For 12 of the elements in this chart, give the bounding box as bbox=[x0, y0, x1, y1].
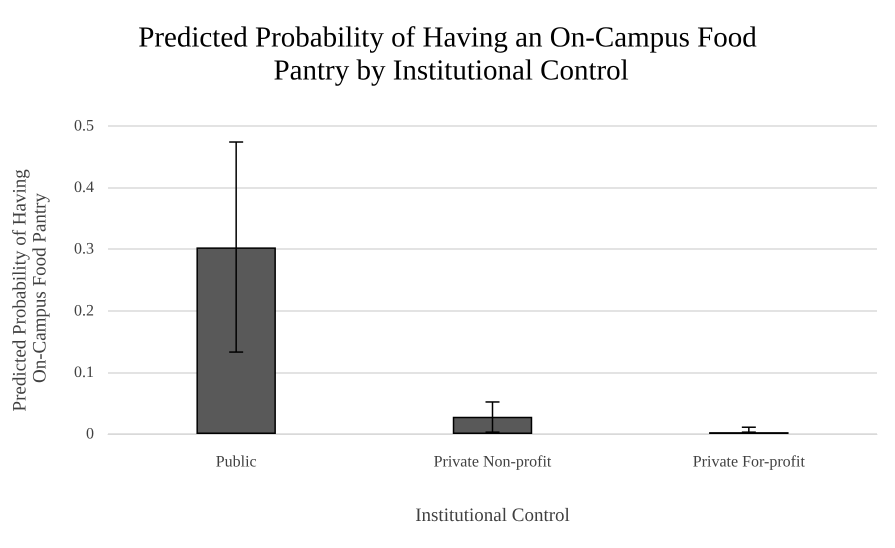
y-tick-label: 0.4 bbox=[74, 179, 94, 196]
x-axis-title: Institutional Control bbox=[415, 505, 570, 526]
y-axis-title: Predicted Probability of Having On-Campus Food Pantry bbox=[10, 164, 50, 412]
y-tick-label: 0 bbox=[86, 426, 94, 442]
y-tick-label: 0.3 bbox=[74, 240, 94, 258]
chart-title: Predicted Probability of Having an On-Campus Food Pantry by Institutional Control bbox=[138, 22, 758, 86]
x-tick-label: Private Non-profit bbox=[434, 454, 552, 470]
x-tick-label: Public bbox=[216, 454, 257, 470]
x-tick-label: Private For-profit bbox=[692, 454, 806, 470]
y-tick-label: 0.2 bbox=[74, 302, 94, 320]
y-tick-label: 0.5 bbox=[74, 118, 94, 134]
y-tick-label: 0.1 bbox=[74, 364, 94, 381]
